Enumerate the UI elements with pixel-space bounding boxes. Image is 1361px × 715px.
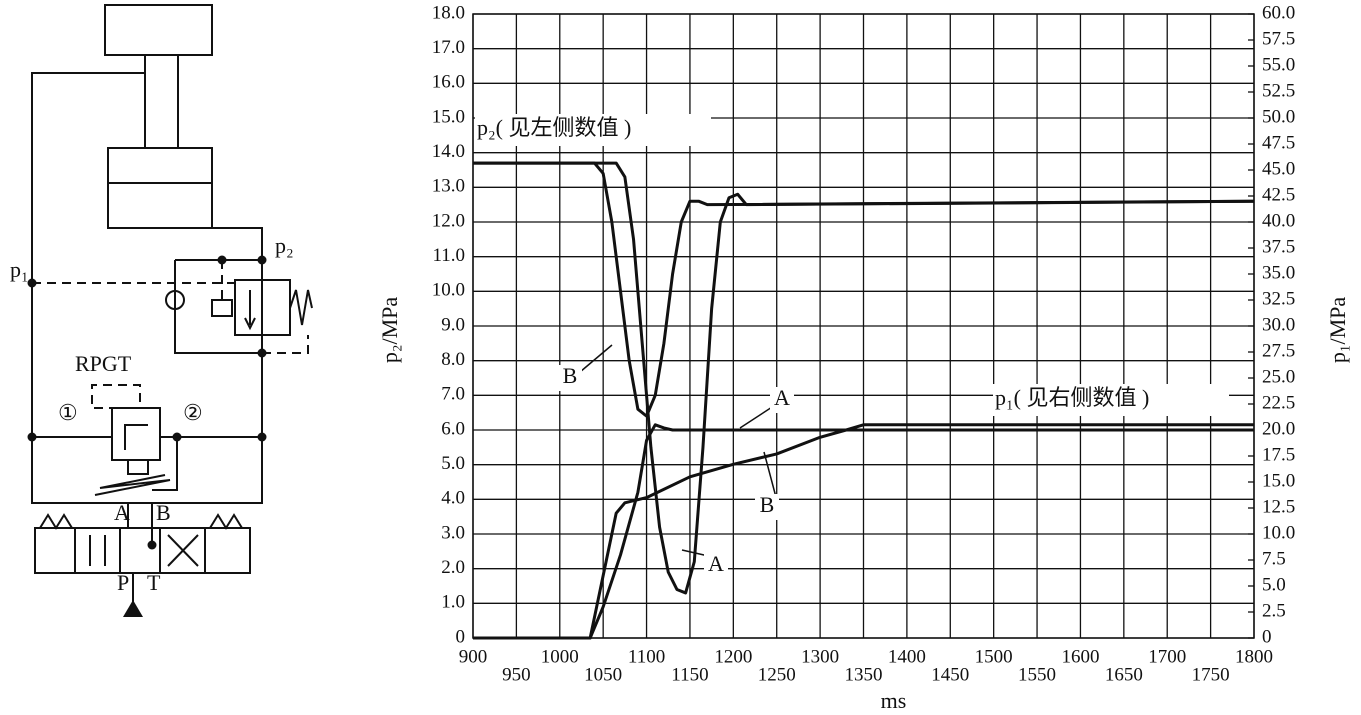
x-axis-label: ms [881,688,907,713]
label-bg [755,494,779,520]
y2-tick-label: 20.0 [1262,418,1295,439]
diagram-label: RPGT [75,351,132,376]
y-tick-label: 9.0 [441,314,465,335]
diagram-label: p₂ [275,233,294,258]
series-label: B [563,363,578,388]
y2-tick-label: 25.0 [1262,366,1295,387]
y-tick-label: 8.0 [441,349,465,370]
y2-tick-label: 30.0 [1262,314,1295,335]
label-bg [704,553,728,579]
y-tick-label: 7.0 [441,384,465,405]
y-axis-label: p₂/MPa [377,297,402,364]
series-line [473,161,1255,418]
y-tick-label: 5.0 [441,453,465,474]
y-tick-label: 12.0 [432,210,465,231]
series-line [473,423,1254,640]
x-tick-label: 1350 [845,664,883,685]
x-tick-label: 1400 [888,646,926,667]
x-tick-label: 1750 [1192,664,1230,685]
x-tick-label: 950 [502,664,531,685]
y-tick-label: 11.0 [432,245,465,266]
y2-tick-label: 47.5 [1262,132,1295,153]
y-tick-label: 14.0 [432,141,465,162]
x-tick-label: 1450 [931,664,969,685]
series-label: B [760,492,775,517]
y-tick-label: 4.0 [441,488,465,509]
y2-tick-label: 27.5 [1262,340,1295,361]
series-label: A [708,551,724,576]
y-tick-label: 16.0 [432,72,465,93]
y2-tick-label: 12.5 [1262,496,1295,517]
plot-frame [472,13,1255,639]
annotation: p₁( 见右侧数值 ) [995,385,1149,410]
y-tick-label: 15.0 [432,106,465,127]
x-tick-label: 1050 [584,664,622,685]
leader-line [763,451,778,502]
y2-tick-label: 15.0 [1262,470,1295,491]
annotation: p₂( 见左侧数值 ) [477,115,631,140]
x-tick-label: 1700 [1148,646,1186,667]
y2-tick-label: 40.0 [1262,210,1295,231]
y-tick-label: 10.0 [432,280,465,301]
x-tick-label: 900 [459,646,488,667]
y2-tick-label: 52.5 [1262,80,1295,101]
diagram-label: P [117,570,129,595]
annotation-bg [993,384,1229,416]
y2-tick-label: 60.0 [1262,2,1295,23]
y2-axis-label: p₁/MPa [1325,297,1350,364]
series-line [473,423,1254,640]
diagram-label: A [114,500,130,525]
diagram-label: ② [183,400,203,425]
x-tick-label: 1600 [1061,646,1099,667]
label-bg [558,365,582,391]
y2-tick-label: 0 [1262,626,1272,647]
y-tick-label: 1.0 [441,592,465,613]
y-tick-label: 6.0 [441,418,465,439]
y2-tick-label: 7.5 [1262,548,1286,569]
y2-tick-label: 55.0 [1262,54,1295,75]
y2-tick-label: 17.5 [1262,444,1295,465]
x-tick-label: 1150 [671,664,708,685]
circuit-diagram [27,4,313,617]
y2-tick-label: 2.5 [1262,600,1286,621]
x-tick-label: 1100 [628,646,665,667]
y2-tick-label: 37.5 [1262,236,1295,257]
y2-tick-label: 22.5 [1262,392,1295,413]
series-line [473,161,1255,595]
diagram-label: ① [58,400,78,425]
x-tick-label: 1000 [541,646,579,667]
y2-tick-label: 5.0 [1262,574,1286,595]
y-tick-label: 13.0 [432,176,465,197]
y2-tick-label: 35.0 [1262,262,1295,283]
y2-tick-label: 42.5 [1262,184,1295,205]
x-tick-label: 1300 [801,646,839,667]
y2-tick-label: 57.5 [1262,28,1295,49]
y-tick-label: 18.0 [432,2,465,23]
y-tick-label: 3.0 [441,522,465,543]
x-tick-label: 1250 [758,664,796,685]
x-tick-label: 1200 [714,646,752,667]
diagram-label: B [156,500,171,525]
leader-line [579,344,613,373]
y-tick-label: 0 [456,626,466,647]
series-label: A [774,385,790,410]
x-tick-label: 1500 [975,646,1013,667]
annotation-bg [475,114,711,146]
y2-tick-label: 50.0 [1262,106,1295,127]
x-tick-label: 1650 [1105,664,1143,685]
x-tick-label: 1550 [1018,664,1056,685]
diagram-label: T [147,570,161,595]
y2-tick-label: 45.0 [1262,158,1295,179]
y-tick-label: 17.0 [432,37,465,58]
y2-tick-label: 32.5 [1262,288,1295,309]
x-tick-label: 1800 [1235,646,1273,667]
y-tick-label: 2.0 [441,557,465,578]
diagram-label: p₁ [10,257,29,282]
label-bg [770,387,794,413]
y2-tick-label: 10.0 [1262,522,1295,543]
